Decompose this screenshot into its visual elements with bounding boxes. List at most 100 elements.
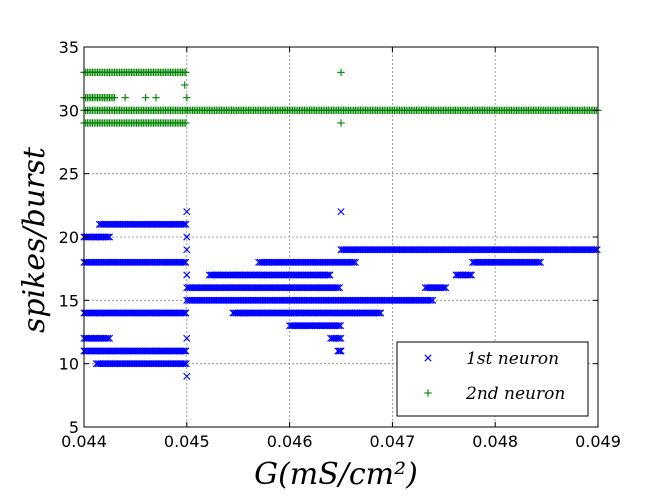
data-point xyxy=(151,309,159,317)
data-point xyxy=(160,309,168,317)
data-point xyxy=(292,258,300,266)
data-point xyxy=(273,271,281,279)
data-point xyxy=(511,258,519,266)
data-point xyxy=(313,296,321,304)
data-point xyxy=(178,309,186,317)
data-point xyxy=(105,347,114,355)
y-tick-label: 35 xyxy=(59,38,79,57)
data-point xyxy=(389,246,398,254)
data-point xyxy=(118,360,126,368)
legend-marker-2nd-neuron xyxy=(424,389,432,397)
plot-area xyxy=(80,68,602,380)
data-point xyxy=(83,309,91,317)
data-point xyxy=(263,309,271,317)
data-point xyxy=(148,347,156,355)
data-point xyxy=(119,220,127,228)
data-point xyxy=(354,246,362,254)
data-point xyxy=(324,258,332,266)
data-point xyxy=(126,258,134,266)
data-point xyxy=(287,322,295,330)
data-point xyxy=(151,220,159,228)
data-point xyxy=(354,309,363,317)
data-point xyxy=(436,284,445,292)
data-point xyxy=(364,296,372,304)
data-point xyxy=(425,296,433,304)
data-point xyxy=(523,258,531,266)
x-axis-label: G(mS/cm²) xyxy=(254,457,418,492)
data-point xyxy=(261,271,269,279)
data-point xyxy=(305,296,313,304)
data-point xyxy=(208,296,216,304)
data-point xyxy=(557,246,566,254)
data-point xyxy=(254,296,262,304)
series-2nd-neuron xyxy=(80,68,602,127)
data-point xyxy=(244,271,253,279)
data-point xyxy=(381,246,389,254)
data-point xyxy=(539,246,547,254)
data-point xyxy=(278,258,287,266)
data-point xyxy=(410,246,418,254)
data-point xyxy=(88,258,97,266)
data-point xyxy=(235,296,243,304)
data-point xyxy=(151,258,159,266)
data-point xyxy=(468,258,477,266)
data-point xyxy=(146,258,154,266)
data-point xyxy=(354,296,362,304)
data-point xyxy=(285,258,293,266)
data-point xyxy=(319,309,327,317)
data-point xyxy=(156,258,164,266)
data-point xyxy=(182,258,190,266)
data-point xyxy=(492,258,500,266)
data-point xyxy=(175,220,183,228)
data-point xyxy=(165,309,173,317)
data-point xyxy=(486,246,494,254)
data-point xyxy=(331,322,339,330)
data-point xyxy=(219,271,227,279)
data-point xyxy=(95,220,104,228)
data-point xyxy=(579,246,588,254)
data-point xyxy=(122,220,131,228)
data-point xyxy=(475,258,483,266)
data-point xyxy=(132,309,141,317)
data-point xyxy=(225,284,233,292)
data-point xyxy=(423,284,431,292)
data-point xyxy=(196,296,204,304)
data-point xyxy=(291,322,299,330)
data-point xyxy=(494,258,502,266)
data-point xyxy=(498,246,506,254)
data-point xyxy=(248,271,256,279)
data-point xyxy=(244,296,252,304)
data-point xyxy=(253,271,261,279)
data-point xyxy=(161,347,170,355)
data-point xyxy=(468,246,476,254)
data-point xyxy=(126,309,134,317)
data-point xyxy=(100,309,108,317)
data-point xyxy=(134,309,142,317)
data-point xyxy=(299,322,307,330)
data-point xyxy=(217,296,225,304)
data-point xyxy=(331,258,339,266)
data-point xyxy=(284,284,293,292)
data-point xyxy=(424,296,432,304)
data-point xyxy=(252,284,260,292)
data-point xyxy=(276,284,284,292)
x-tick-label: 0.044 xyxy=(61,432,107,451)
data-point xyxy=(99,233,107,241)
data-point xyxy=(374,296,383,304)
data-point xyxy=(322,296,330,304)
data-point xyxy=(425,284,433,292)
data-point xyxy=(116,258,124,266)
data-point xyxy=(92,334,100,342)
data-point xyxy=(177,347,185,355)
data-point xyxy=(255,271,263,279)
data-point xyxy=(391,246,399,254)
data-point xyxy=(279,284,288,292)
data-point xyxy=(216,271,224,279)
data-point xyxy=(90,334,98,342)
data-point xyxy=(282,271,290,279)
data-point xyxy=(307,271,315,279)
data-point xyxy=(112,220,120,228)
data-point xyxy=(223,296,232,304)
data-point xyxy=(522,246,530,254)
data-point xyxy=(138,309,146,317)
